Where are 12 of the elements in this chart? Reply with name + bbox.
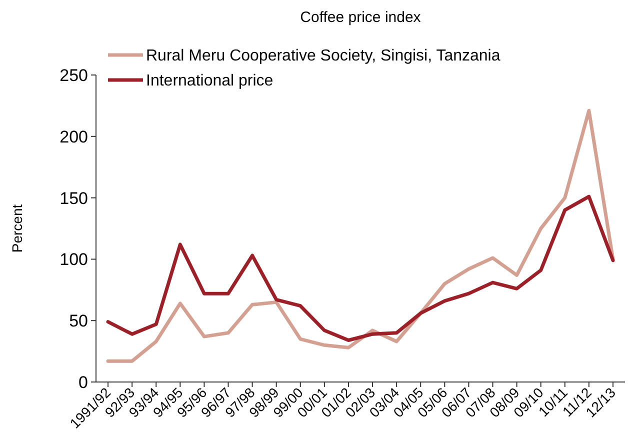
chart-title: Coffee price index (300, 9, 422, 26)
y-axis-title: Percent (9, 204, 25, 253)
y-tick-label: 250 (60, 66, 88, 85)
line-series (106, 194, 615, 342)
y-tick-label: 100 (60, 250, 88, 270)
legend-label: Rural Meru Cooperative Society, Singisi, Tanzania (146, 48, 500, 65)
y-tick-label: 150 (60, 188, 88, 208)
y-tick-label: 50 (69, 312, 88, 331)
y-tick-label: 0 (78, 372, 88, 392)
line-series (106, 108, 615, 363)
legend-label: International price (146, 72, 274, 90)
y-tick-label: 200 (60, 127, 88, 146)
